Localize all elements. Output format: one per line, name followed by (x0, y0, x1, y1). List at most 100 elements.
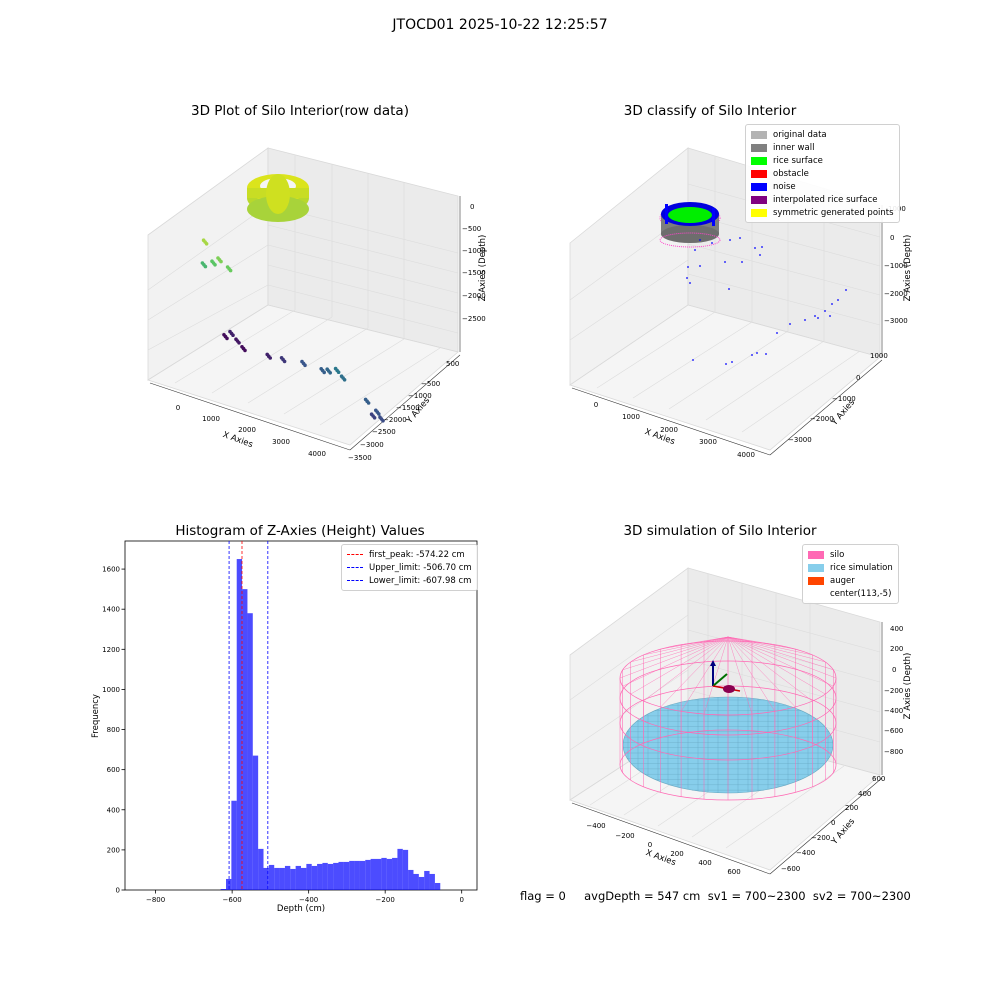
raw-xtick: 2000 (238, 426, 256, 434)
histogram-legend: first_peak: -574.22 cm Upper_limit: -506… (341, 544, 478, 591)
simulation-xtick: 400 (698, 859, 711, 867)
legend-label: inner wall (773, 142, 815, 153)
raw-data-point (342, 378, 347, 382)
raw-zlabel: Z Axies (Depth) (478, 235, 488, 302)
raw-ytick: −500 (421, 380, 440, 388)
raw-ytick: −3500 (348, 454, 372, 462)
raw-data-point (219, 259, 223, 264)
histogram-bar (333, 862, 339, 890)
classify-legend-item: inner wall (751, 141, 894, 154)
simulation-ytick: −400 (796, 849, 815, 857)
histogram-axes: Depth (cm) Frequency (91, 540, 478, 914)
histogram-reference-lines (228, 541, 269, 890)
histogram-bar (311, 865, 318, 890)
classify-ytick: 1000 (870, 352, 888, 360)
histogram-bar (397, 848, 403, 890)
raw-xtick: 4000 (308, 450, 326, 458)
silo-roof-line (630, 636, 729, 695)
silo-roof-line (727, 636, 837, 679)
simulation-xtick: 600 (727, 868, 740, 876)
histogram-xlabel: Depth (cm) (277, 904, 325, 914)
classify-noise-point (741, 261, 743, 263)
raw-ztick: −1000 (462, 247, 486, 255)
raw-ztick: −2500 (462, 315, 486, 323)
raw-ztick: −500 (462, 225, 481, 233)
raw-data-point (268, 356, 273, 360)
raw-data-point (366, 401, 371, 405)
silo-roof-line (727, 636, 834, 670)
silo-roof-line (727, 636, 834, 687)
classify-noise-point (699, 265, 701, 267)
histogram-bar (402, 849, 409, 890)
raw-silo-ring (247, 174, 309, 222)
histogram-legend-item: first_peak: -574.22 cm (347, 548, 472, 561)
classify-ztick: −3000 (884, 317, 908, 325)
classify-noise-point (829, 315, 831, 317)
simulation-xtick: −200 (615, 832, 634, 840)
raw-data-point (303, 363, 307, 368)
classify-xtick: 4000 (737, 451, 755, 459)
classify-noise-point (759, 254, 761, 256)
histogram-xtick-label: 0 (459, 896, 463, 904)
histogram-bar (274, 867, 280, 890)
classify-noise-point (845, 289, 847, 291)
raw-data-point (243, 348, 247, 353)
histogram-bar (365, 859, 371, 890)
histogram-legend-item: Upper_limit: -506.70 cm (347, 561, 472, 574)
simulation-ztick: −400 (884, 707, 903, 715)
histogram-bar (220, 889, 227, 890)
histogram-bar (322, 862, 328, 890)
legend-label: auger (830, 575, 855, 586)
legend-label: original data (773, 129, 827, 140)
raw-data-point (372, 416, 377, 420)
classify-silo-cluster (659, 202, 721, 248)
classify-noise-point (731, 361, 733, 363)
legend-swatch (808, 590, 824, 598)
classify-legend: original data inner wall rice surface ob… (745, 124, 900, 223)
histogram-xtick-label: −200 (376, 896, 395, 904)
histogram-bar (349, 860, 355, 890)
raw-ytick: −3000 (360, 441, 384, 449)
classify-noise-point (751, 354, 753, 356)
histogram-ytick-label: 200 (107, 846, 120, 854)
legend-label: rice surface (773, 155, 823, 166)
classify-noise-points (686, 237, 847, 365)
classify-ytick: −1000 (832, 395, 856, 403)
raw-data-point (322, 370, 327, 375)
classify-ytick: 0 (856, 374, 860, 382)
figure-title: JTOCD01 2025-10-22 12:25:57 (392, 17, 608, 33)
histogram-bar (301, 867, 307, 890)
silo-roof-line (727, 636, 826, 663)
simulation-legend-item: rice simulation (808, 561, 893, 574)
classify-noise-point (728, 288, 730, 290)
classify-noise-point (724, 261, 726, 263)
raw-panel-title: 3D Plot of Silo Interior(row data) (191, 103, 409, 119)
raw-ytick: −1000 (408, 392, 432, 400)
simulation-ytick: −200 (811, 834, 830, 842)
legend-swatch (808, 563, 824, 572)
histogram-bar (290, 868, 296, 890)
raw-data-points (200, 238, 385, 423)
classify-noise-point (689, 282, 691, 284)
classify-noise-point (776, 332, 778, 334)
legend-label: silo (830, 549, 845, 560)
simulation-legend-item: silo (808, 548, 893, 561)
classify-noise-point (692, 359, 694, 361)
raw-data-point (231, 333, 235, 338)
simulation-xtick: 0 (648, 841, 652, 849)
classify-noise-point (687, 266, 689, 268)
silo-roof-line (622, 636, 729, 687)
legend-line (347, 554, 363, 555)
histogram-bar (247, 613, 253, 890)
histogram-bar (338, 861, 344, 890)
raw-3d-axes (147, 147, 461, 451)
histogram-y-ticks: 0 200 400 600 800 1000 1200 1400 1600 (102, 566, 125, 895)
silo-roof-line (643, 636, 729, 702)
simulation-zlabel: Z Axies (Depth) (903, 653, 913, 720)
classify-ytick: −3000 (788, 436, 812, 444)
silo-roof-line (727, 636, 796, 650)
classify-ztick: −1000 (884, 262, 908, 270)
histogram-ylabel: Frequency (91, 694, 101, 738)
simulation-ytick: −600 (781, 865, 800, 873)
